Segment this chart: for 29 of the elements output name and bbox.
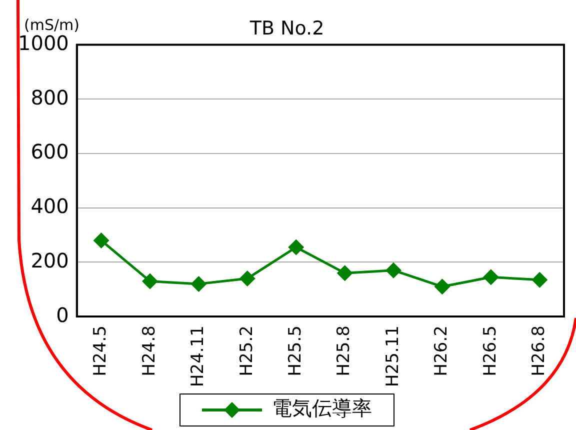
- point: [239, 270, 256, 287]
- x-tick-label: H24.8: [139, 326, 160, 376]
- x-tick-label: H25.8: [334, 326, 354, 376]
- x-tick-label: H24.11: [188, 326, 208, 387]
- y-tick-label: 400: [30, 194, 69, 218]
- y-tick-label: 800: [30, 85, 69, 110]
- legend-label: 電気伝導率: [272, 396, 372, 420]
- x-tick-label: H26.8: [529, 326, 550, 376]
- point: [142, 273, 158, 290]
- x-tick-label: H24.5: [90, 326, 111, 376]
- chart-title: TB No.2: [248, 17, 324, 40]
- x-tick-label: H25.5: [286, 326, 306, 376]
- point: [336, 265, 353, 282]
- y-axis-title: (mS/m): [24, 16, 80, 34]
- x-tick-label: H26.5: [480, 326, 500, 376]
- point: [532, 272, 548, 288]
- x-tick-label: H25.2: [236, 326, 257, 376]
- y-tick-label: 200: [30, 248, 69, 272]
- point: [288, 239, 304, 256]
- point: [482, 269, 499, 286]
- y-tick-label: 1000: [18, 31, 69, 56]
- point: [190, 276, 207, 292]
- y-tick-label: 0: [56, 302, 69, 327]
- x-tick-label: H25.11: [382, 326, 403, 387]
- x-tick-label: H26.2: [432, 326, 452, 376]
- y-tick-label: 600: [30, 140, 69, 164]
- point: [386, 262, 402, 278]
- point: [434, 278, 450, 295]
- point: [93, 232, 110, 248]
